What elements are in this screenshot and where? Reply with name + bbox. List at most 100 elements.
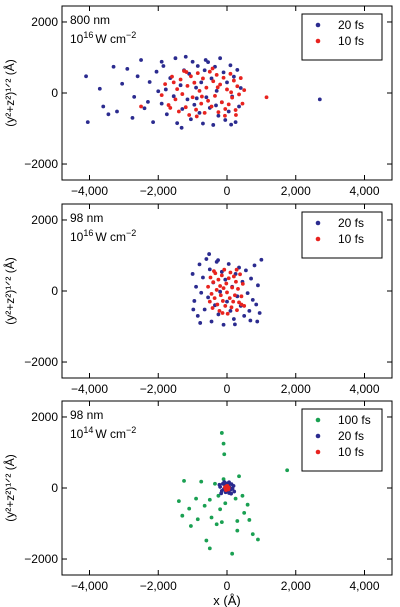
data-point — [249, 276, 253, 281]
data-point — [252, 263, 257, 268]
data-point — [201, 76, 205, 81]
data-point — [229, 305, 234, 310]
data-point — [189, 74, 193, 79]
legend-label: 10 fs — [338, 232, 364, 246]
data-point — [219, 431, 224, 435]
data-point — [223, 118, 228, 122]
data-point — [228, 270, 233, 275]
y-tick-label: 2000 — [31, 15, 58, 29]
legend: 100 fs 20 fs 10 fs — [301, 408, 383, 472]
data-point — [203, 58, 208, 62]
data-point — [218, 507, 223, 512]
unit-exponent: −2 — [126, 30, 136, 40]
legend-box — [301, 211, 383, 259]
data-point — [226, 276, 231, 281]
data-point — [224, 488, 228, 493]
data-point — [194, 85, 198, 90]
data-point — [216, 110, 221, 115]
y-tick-label: −2000 — [24, 355, 58, 369]
y-axis-label: (y²+z²)¹ᐟ² (Å) — [2, 59, 17, 126]
data-point — [232, 489, 237, 494]
data-point — [218, 284, 223, 288]
data-point — [215, 85, 220, 90]
data-point — [255, 319, 260, 324]
data-point — [250, 297, 255, 302]
x-tick-label: 0 — [224, 184, 231, 198]
data-point — [230, 285, 235, 290]
data-point — [115, 109, 119, 114]
data-point — [180, 513, 185, 518]
data-point — [256, 283, 260, 288]
data-point — [235, 84, 240, 89]
data-point — [176, 109, 181, 114]
data-point — [222, 480, 227, 484]
data-point — [237, 92, 241, 97]
y-tick-label: 0 — [51, 481, 58, 495]
data-point — [231, 483, 236, 488]
data-point — [101, 104, 106, 109]
x-tick-label: 0 — [224, 382, 231, 396]
data-point — [204, 95, 209, 100]
intensity-base: 10 — [70, 32, 84, 46]
data-point — [173, 56, 178, 61]
data-point — [197, 262, 202, 267]
data-point — [225, 299, 229, 304]
data-point — [204, 85, 209, 90]
data-point — [206, 295, 210, 300]
data-point — [178, 83, 183, 88]
data-point — [216, 277, 221, 282]
data-point — [231, 299, 236, 304]
data-point — [211, 123, 216, 127]
data-point — [202, 503, 207, 508]
data-point — [225, 87, 229, 92]
data-point — [221, 286, 226, 291]
data-point — [161, 64, 166, 68]
data-point — [163, 82, 168, 87]
data-point — [217, 482, 222, 487]
data-point — [218, 56, 223, 61]
intensity-base: 10 — [70, 427, 84, 441]
intensity-label: 1016 W cm−2 — [70, 30, 136, 46]
data-point — [183, 105, 188, 110]
data-point — [229, 491, 234, 496]
x-tick-label: −2,000 — [140, 579, 177, 593]
y-tick-label: 2000 — [31, 213, 58, 227]
data-point — [214, 288, 219, 292]
data-point — [240, 281, 245, 286]
data-point — [215, 302, 220, 307]
data-point — [185, 83, 190, 88]
data-point — [256, 537, 260, 542]
data-point — [219, 273, 224, 278]
data-point — [194, 107, 198, 112]
data-point — [197, 88, 202, 93]
data-point — [194, 284, 198, 289]
data-point — [207, 299, 212, 304]
data-point — [213, 93, 217, 98]
legend-marker — [315, 38, 321, 44]
data-point — [156, 89, 161, 94]
data-point — [238, 76, 243, 80]
data-point — [207, 546, 212, 551]
intensity-unit: W cm — [95, 427, 126, 441]
data-point — [219, 520, 224, 524]
data-point — [224, 281, 229, 286]
data-point — [106, 112, 111, 117]
data-point — [222, 267, 227, 272]
data-point — [221, 75, 226, 80]
intensity-exponent: 16 — [83, 30, 93, 40]
y-tick-label: −2000 — [24, 157, 58, 171]
y-axis-label: (y²+z²)¹ᐟ² (Å) — [2, 454, 17, 521]
data-point — [218, 293, 223, 298]
data-point — [198, 321, 203, 325]
data-point — [209, 104, 214, 109]
data-point — [248, 318, 253, 323]
intensity-label: 1016 W cm−2 — [70, 228, 136, 244]
data-point — [233, 293, 237, 298]
data-point — [185, 97, 190, 102]
data-point — [285, 468, 290, 473]
data-point — [200, 94, 204, 99]
data-point — [179, 125, 184, 130]
data-point — [230, 551, 235, 556]
data-point — [234, 279, 238, 284]
data-point — [120, 81, 125, 86]
